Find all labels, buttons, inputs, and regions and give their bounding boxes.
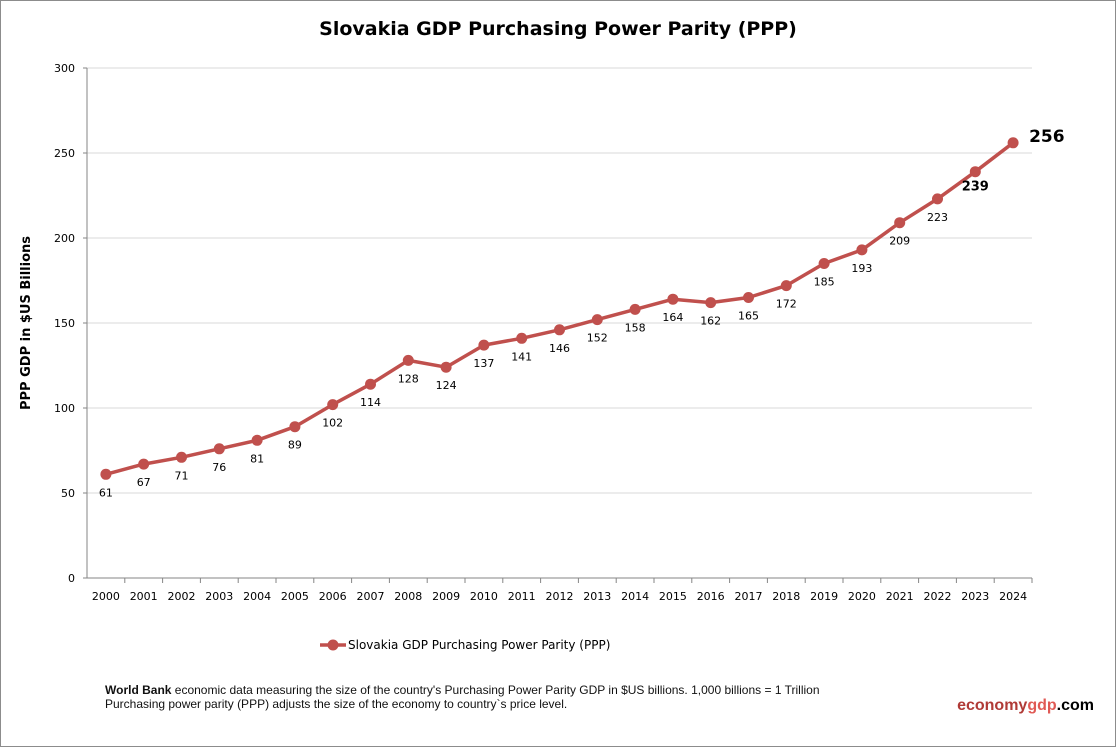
data-label: 172 [776, 298, 797, 311]
data-label: 89 [288, 439, 302, 452]
data-point [251, 434, 263, 446]
data-label: 61 [99, 486, 113, 499]
x-tick-label: 2017 [735, 590, 763, 603]
x-tick-label: 2019 [810, 590, 838, 603]
data-point [1007, 137, 1019, 149]
data-point [969, 166, 981, 178]
data-label: 164 [662, 311, 683, 324]
data-label: 158 [625, 321, 646, 334]
footer-note: World Bank economic data measuring the s… [105, 683, 820, 711]
data-label: 256 [1029, 127, 1065, 147]
x-tick-label: 2018 [772, 590, 800, 603]
data-point [591, 314, 603, 326]
data-point [629, 303, 641, 315]
data-label: 76 [212, 461, 226, 474]
x-tick-label: 2021 [886, 590, 914, 603]
data-label: 124 [436, 379, 457, 392]
chart-title: Slovakia GDP Purchasing Power Parity (PP… [319, 18, 797, 40]
y-tick-label: 300 [54, 62, 75, 75]
data-point [705, 297, 717, 309]
y-tick-label: 0 [68, 572, 75, 585]
x-tick-label: 2000 [92, 590, 120, 603]
data-label: 114 [360, 396, 381, 409]
x-tick-label: 2001 [130, 590, 158, 603]
x-tick-label: 2020 [848, 590, 876, 603]
data-point [327, 399, 339, 411]
x-tick-label: 2016 [697, 590, 725, 603]
data-point [516, 332, 528, 344]
x-tick-label: 2008 [394, 590, 422, 603]
data-label: 71 [175, 469, 189, 482]
footer-line-2: Purchasing power parity (PPP) adjusts th… [105, 697, 568, 711]
data-point [818, 258, 830, 269]
x-tick-label: 2004 [243, 590, 271, 603]
data-label: 67 [137, 476, 151, 489]
x-tick-label: 2023 [961, 590, 989, 603]
x-tick-label: 2007 [357, 590, 385, 603]
data-label: 141 [511, 350, 532, 363]
y-tick-label: 150 [54, 317, 75, 330]
x-tick-label: 2015 [659, 590, 687, 603]
data-point [554, 324, 565, 336]
data-label: 128 [398, 372, 419, 385]
x-tick-label: 2010 [470, 590, 498, 603]
data-point [289, 421, 301, 433]
data-point [743, 292, 754, 303]
data-label: 146 [549, 342, 570, 355]
data-label: 152 [587, 332, 608, 345]
data-label: 137 [473, 357, 494, 370]
data-point [667, 293, 679, 305]
data-label: 239 [962, 180, 989, 195]
series-line [105, 141, 1015, 476]
data-point [780, 280, 792, 292]
data-point [138, 458, 150, 470]
data-point [894, 217, 906, 229]
x-tick-label: 2003 [205, 590, 233, 603]
legend-marker [327, 639, 339, 651]
brand-part-gdp: gdp [1027, 697, 1057, 714]
brand-part-economy: economy [957, 697, 1028, 714]
x-tick-label: 2006 [319, 590, 347, 603]
x-tick-label: 2011 [508, 590, 536, 603]
y-tick-label: 50 [61, 487, 75, 500]
x-tick-label: 2002 [168, 590, 196, 603]
x-tick-label: 2024 [999, 590, 1027, 603]
data-point [478, 339, 490, 351]
source-name: World Bank [105, 683, 172, 697]
data-label: 223 [927, 211, 948, 224]
data-label: 102 [322, 417, 343, 430]
y-axis-label: PPP GDP in $US Billions [19, 236, 34, 410]
y-tick-label: 100 [54, 402, 75, 415]
data-label: 209 [889, 235, 910, 248]
brand-logo[interactable]: economygdp.com [957, 697, 1094, 715]
data-point [100, 468, 112, 480]
data-label: 81 [250, 452, 264, 465]
data-point [856, 244, 868, 256]
legend-label: Slovakia GDP Purchasing Power Parity (PP… [348, 638, 610, 652]
x-tick-label: 2013 [583, 590, 611, 603]
data-point [176, 451, 187, 463]
x-tick-label: 2014 [621, 590, 649, 603]
data-point [932, 193, 943, 205]
y-tick-label: 200 [54, 232, 75, 245]
footer-line-1: economic data measuring the size of the … [171, 683, 820, 697]
brand-part-com: .com [1056, 697, 1094, 714]
data-point [402, 354, 414, 366]
data-label: 193 [851, 262, 872, 275]
data-label: 165 [738, 310, 759, 323]
x-tick-label: 2005 [281, 590, 309, 603]
data-label: 162 [700, 315, 721, 328]
data-point [213, 443, 225, 455]
y-tick-label: 250 [54, 147, 75, 160]
x-tick-label: 2009 [432, 590, 460, 603]
x-tick-label: 2022 [924, 590, 952, 603]
data-point [365, 378, 376, 390]
data-point [440, 361, 452, 373]
data-label: 185 [814, 276, 835, 289]
x-tick-label: 2012 [546, 590, 574, 603]
